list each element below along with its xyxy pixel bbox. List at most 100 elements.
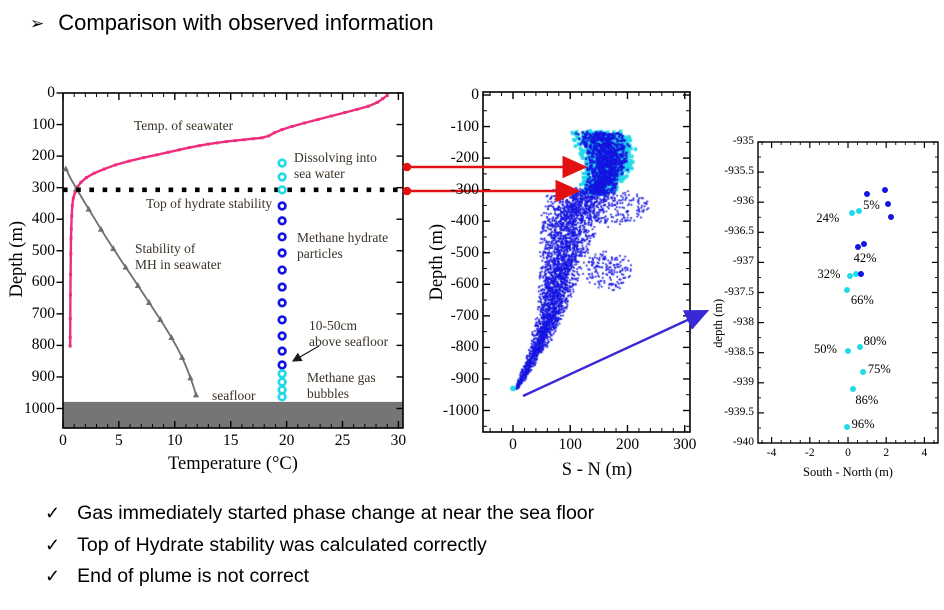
middle-chart-y-tick-label: -400	[450, 212, 479, 230]
dissolution-percent-label: 96%	[851, 416, 875, 431]
middle-chart-y-tick-label: -300	[450, 180, 479, 198]
dissolution-percent-label: 24%	[816, 211, 840, 226]
bullet-text: Top of Hydrate stability was calculated …	[77, 534, 487, 556]
dissolution-percent-label: 66%	[850, 293, 874, 308]
bullet-plume-end: ✓ End of plume is not correct	[45, 565, 309, 588]
right-chart-y-tick-label: -937	[732, 255, 754, 268]
plume-scatter-canvas	[484, 93, 689, 431]
bubble-dot	[843, 423, 850, 430]
dissolution-percent-label: 42%	[853, 250, 877, 265]
hydrate-dot	[857, 270, 864, 277]
checkmark-icon: ✓	[45, 566, 61, 586]
dissolution-percent-label: 32%	[817, 267, 841, 282]
middle-chart-y-tick-label: -900	[450, 369, 479, 387]
left-chart-graphics	[56, 92, 404, 429]
left-chart-y-tick-label: 400	[31, 210, 55, 228]
left-chart-annotation: Stability of MH in seawater	[135, 241, 222, 272]
middle-chart-x-tick-label: 300	[673, 436, 697, 453]
middle-chart-y-tick-label: -1000	[442, 401, 479, 419]
bullet-hydrate-stability: ✓ Top of Hydrate stability was calculate…	[45, 534, 487, 557]
page-title: Comparison with observed information	[58, 10, 434, 35]
left-chart-annotation: Temp. of seawater	[134, 118, 234, 133]
right-chart-graphics	[757, 141, 939, 444]
right-chart-x-tick-label: 2	[883, 447, 890, 459]
bubble-dot	[847, 273, 854, 280]
left-chart-annotation: 10-50cm above seafloor	[309, 318, 389, 349]
left-chart-x-axis-title: Temperature (°C)	[168, 454, 298, 474]
bubble-dot	[849, 210, 856, 217]
left-chart-y-tick-label: 300	[31, 178, 55, 196]
right-chart-y-tick-label: -935	[732, 135, 754, 147]
right-chart-y-tick-label: -935.5	[724, 165, 754, 178]
middle-chart-x-tick-label: 200	[615, 436, 640, 453]
left-chart-x-tick-label: 30	[390, 432, 407, 449]
right-chart-x-tick-label: 4	[921, 447, 928, 459]
right-chart-y-tick-label: -937.5	[724, 285, 754, 298]
right-chart-y-tick-label: -936.5	[724, 225, 754, 238]
left-chart-y-tick-label: 200	[31, 147, 55, 165]
right-chart-x-tick-label: 0	[845, 447, 851, 459]
right-chart-y-tick-label: -938	[732, 315, 754, 328]
hydrate-dot	[861, 241, 868, 248]
right-chart-y-axis-title: depth (m)	[710, 298, 725, 348]
hydrate-dot	[864, 191, 871, 198]
left-chart-x-tick-label: 15	[222, 432, 239, 449]
dissolution-percent-label: 86%	[855, 392, 879, 407]
right-chart-y-tick-label: -939.5	[724, 405, 754, 418]
hydrate-dot	[887, 213, 894, 220]
left-chart-annotation: Methane gas bubbles	[307, 370, 376, 401]
middle-chart-x-tick-label: 100	[558, 436, 582, 453]
left-chart-x-tick-label: 25	[334, 432, 351, 449]
middle-chart-y-tick-label: -200	[450, 149, 479, 167]
middle-chart-x-tick-label: 0	[509, 436, 517, 453]
left-chart-y-tick-label: 800	[31, 336, 55, 354]
left-chart-y-tick-label: 700	[31, 304, 55, 322]
dissolution-percent-label: 50%	[814, 341, 837, 356]
right-chart-y-tick-label: -936	[732, 195, 754, 208]
dissolution-percent-label: 5%	[863, 197, 880, 212]
left-chart-y-tick-label: 600	[31, 273, 55, 291]
dissolution-percent-label: 80%	[863, 333, 887, 348]
hydrate-dot	[855, 243, 862, 250]
right-chart-y-tick-label: -939	[732, 375, 754, 388]
left-chart-y-tick-label: 1000	[24, 399, 55, 417]
bubble-dot	[845, 347, 851, 354]
middle-chart-y-tick-label: -500	[450, 243, 479, 261]
title-arrow-bullet-icon: ➢	[30, 14, 45, 33]
bubble-dot	[850, 385, 857, 392]
right-chart-x-axis-title: South - North (m)	[803, 465, 893, 479]
left-chart-y-axis-title: Depth (m)	[6, 220, 27, 298]
right-chart-y-tick-label: -938.5	[724, 345, 754, 358]
left-chart-y-tick-label: 900	[31, 367, 55, 385]
left-chart-x-tick-label: 10	[167, 432, 183, 449]
left-chart-annotation: seafloor	[212, 388, 256, 403]
middle-chart-y-tick-label: 0	[471, 86, 479, 103]
middle-chart-y-tick-label: -800	[450, 338, 479, 356]
right-chart-x-tick-label: -2	[805, 447, 815, 459]
bubble-dot	[843, 287, 850, 294]
dissolution-percent-label: 75%	[867, 361, 891, 376]
bubble-dot	[852, 271, 859, 278]
right-chart-x-tick-label: -4	[766, 447, 777, 459]
checkmark-icon: ✓	[45, 535, 61, 555]
checkmark-icon: ✓	[45, 503, 61, 523]
right-chart-y-tick-label: -940	[732, 436, 754, 448]
bubble-dot	[859, 368, 866, 375]
bubble-dot	[856, 207, 863, 214]
left-chart-y-tick-label: 100	[31, 115, 55, 133]
left-chart-x-tick-label: 5	[115, 432, 123, 449]
hydrate-dot	[882, 187, 889, 194]
bullet-text: End of plume is not correct	[77, 565, 310, 587]
middle-chart-y-tick-label: -700	[450, 306, 479, 324]
left-chart-annotation: Methane hydrate particles	[297, 230, 389, 261]
middle-chart-y-tick-label: -100	[450, 117, 479, 135]
left-chart-x-tick-label: 0	[59, 432, 67, 449]
left-chart-annotation: Top of hydrate stability	[146, 196, 273, 211]
middle-chart-y-tick-label: -600	[450, 275, 479, 293]
hydrate-dot	[884, 201, 891, 207]
bubble-dot	[856, 343, 863, 350]
bullet-text: Gas immediately started phase change at …	[77, 502, 595, 524]
left-chart-y-tick-label: 500	[31, 241, 55, 259]
left-chart-y-tick-label: 0	[47, 84, 55, 101]
